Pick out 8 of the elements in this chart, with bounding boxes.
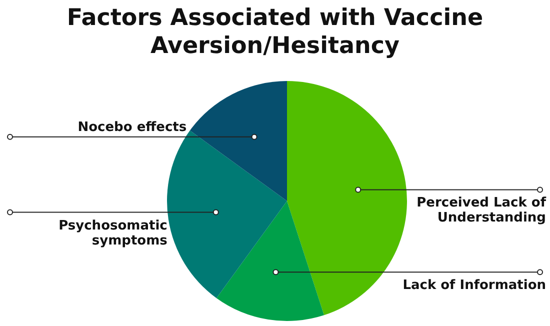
slice-label: Nocebo effects [78, 120, 187, 135]
pie-slice [216, 201, 324, 321]
slice-label: Lack of Information [402, 278, 546, 294]
pie-slice [167, 130, 287, 298]
chart-title: Factors Associated with Vaccine Aversion/Hesitancy [66, 4, 484, 61]
slice-label: Perceived Lack of Understanding [416, 196, 546, 226]
pie-slice [190, 81, 287, 201]
slice-label: Psychosomatic symptoms [58, 218, 168, 248]
